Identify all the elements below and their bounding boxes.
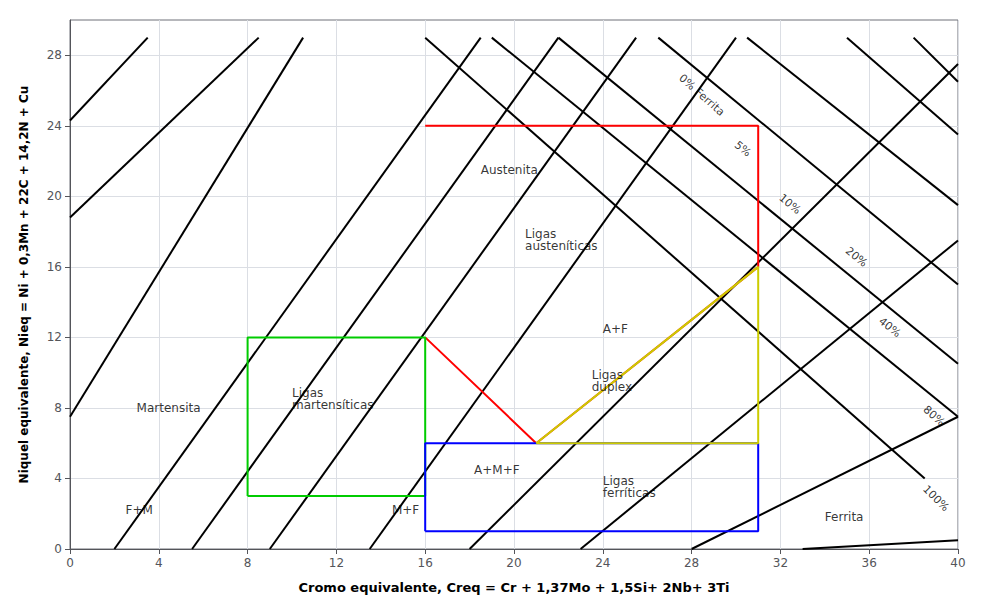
svg-text:20: 20 <box>506 556 521 570</box>
svg-text:8: 8 <box>54 401 62 415</box>
svg-text:Cromo equivalente, Creq = Cr +: Cromo equivalente, Creq = Cr + 1,37Mo + … <box>298 580 729 595</box>
svg-text:28: 28 <box>47 48 62 62</box>
svg-text:28: 28 <box>684 556 699 570</box>
svg-text:32: 32 <box>773 556 788 570</box>
svg-text:F+M: F+M <box>126 503 153 517</box>
svg-text:20: 20 <box>47 189 62 203</box>
svg-text:16: 16 <box>418 556 433 570</box>
svg-text:0: 0 <box>54 542 62 556</box>
svg-text:8: 8 <box>244 556 252 570</box>
svg-text:36: 36 <box>862 556 877 570</box>
svg-text:Ferrita: Ferrita <box>825 510 864 524</box>
svg-text:4: 4 <box>54 471 62 485</box>
svg-text:Ligas: Ligas <box>591 368 623 383</box>
svg-text:0: 0 <box>66 556 74 570</box>
svg-text:10%: 10% <box>776 191 803 217</box>
svg-text:Ligas: Ligas <box>292 386 324 401</box>
svg-text:20%: 20% <box>843 244 870 270</box>
svg-text:M+F: M+F <box>392 503 419 517</box>
svg-text:A+M+F: A+M+F <box>474 463 520 477</box>
svg-text:A+F: A+F <box>603 322 628 336</box>
svg-text:Martensita: Martensita <box>137 401 201 415</box>
svg-text:80%: 80% <box>920 403 947 429</box>
svg-text:40: 40 <box>950 556 965 570</box>
svg-text:Niquel equivalente, Nieq = Ni: Niquel equivalente, Nieq = Ni + 0,3Mn + … <box>17 86 31 484</box>
svg-text:16: 16 <box>47 260 62 274</box>
svg-text:duplex: duplex <box>592 380 632 394</box>
svg-text:100%: 100% <box>920 483 951 514</box>
svg-text:Austenita: Austenita <box>481 163 538 177</box>
svg-text:Ligas: Ligas <box>525 227 557 242</box>
svg-text:5%: 5% <box>732 138 754 159</box>
svg-text:0% Ferrita: 0% Ferrita <box>676 72 727 119</box>
svg-text:12: 12 <box>329 556 344 570</box>
svg-text:24: 24 <box>595 556 610 570</box>
svg-text:Ligas: Ligas <box>602 474 634 489</box>
svg-text:martensíticas: martensíticas <box>292 398 374 412</box>
svg-text:12: 12 <box>47 330 62 344</box>
svg-text:ferríticas: ferríticas <box>603 486 656 500</box>
svg-text:4: 4 <box>155 556 163 570</box>
svg-text:austeníticas: austeníticas <box>525 239 597 253</box>
svg-text:40%: 40% <box>876 315 903 340</box>
svg-text:24: 24 <box>47 119 62 133</box>
